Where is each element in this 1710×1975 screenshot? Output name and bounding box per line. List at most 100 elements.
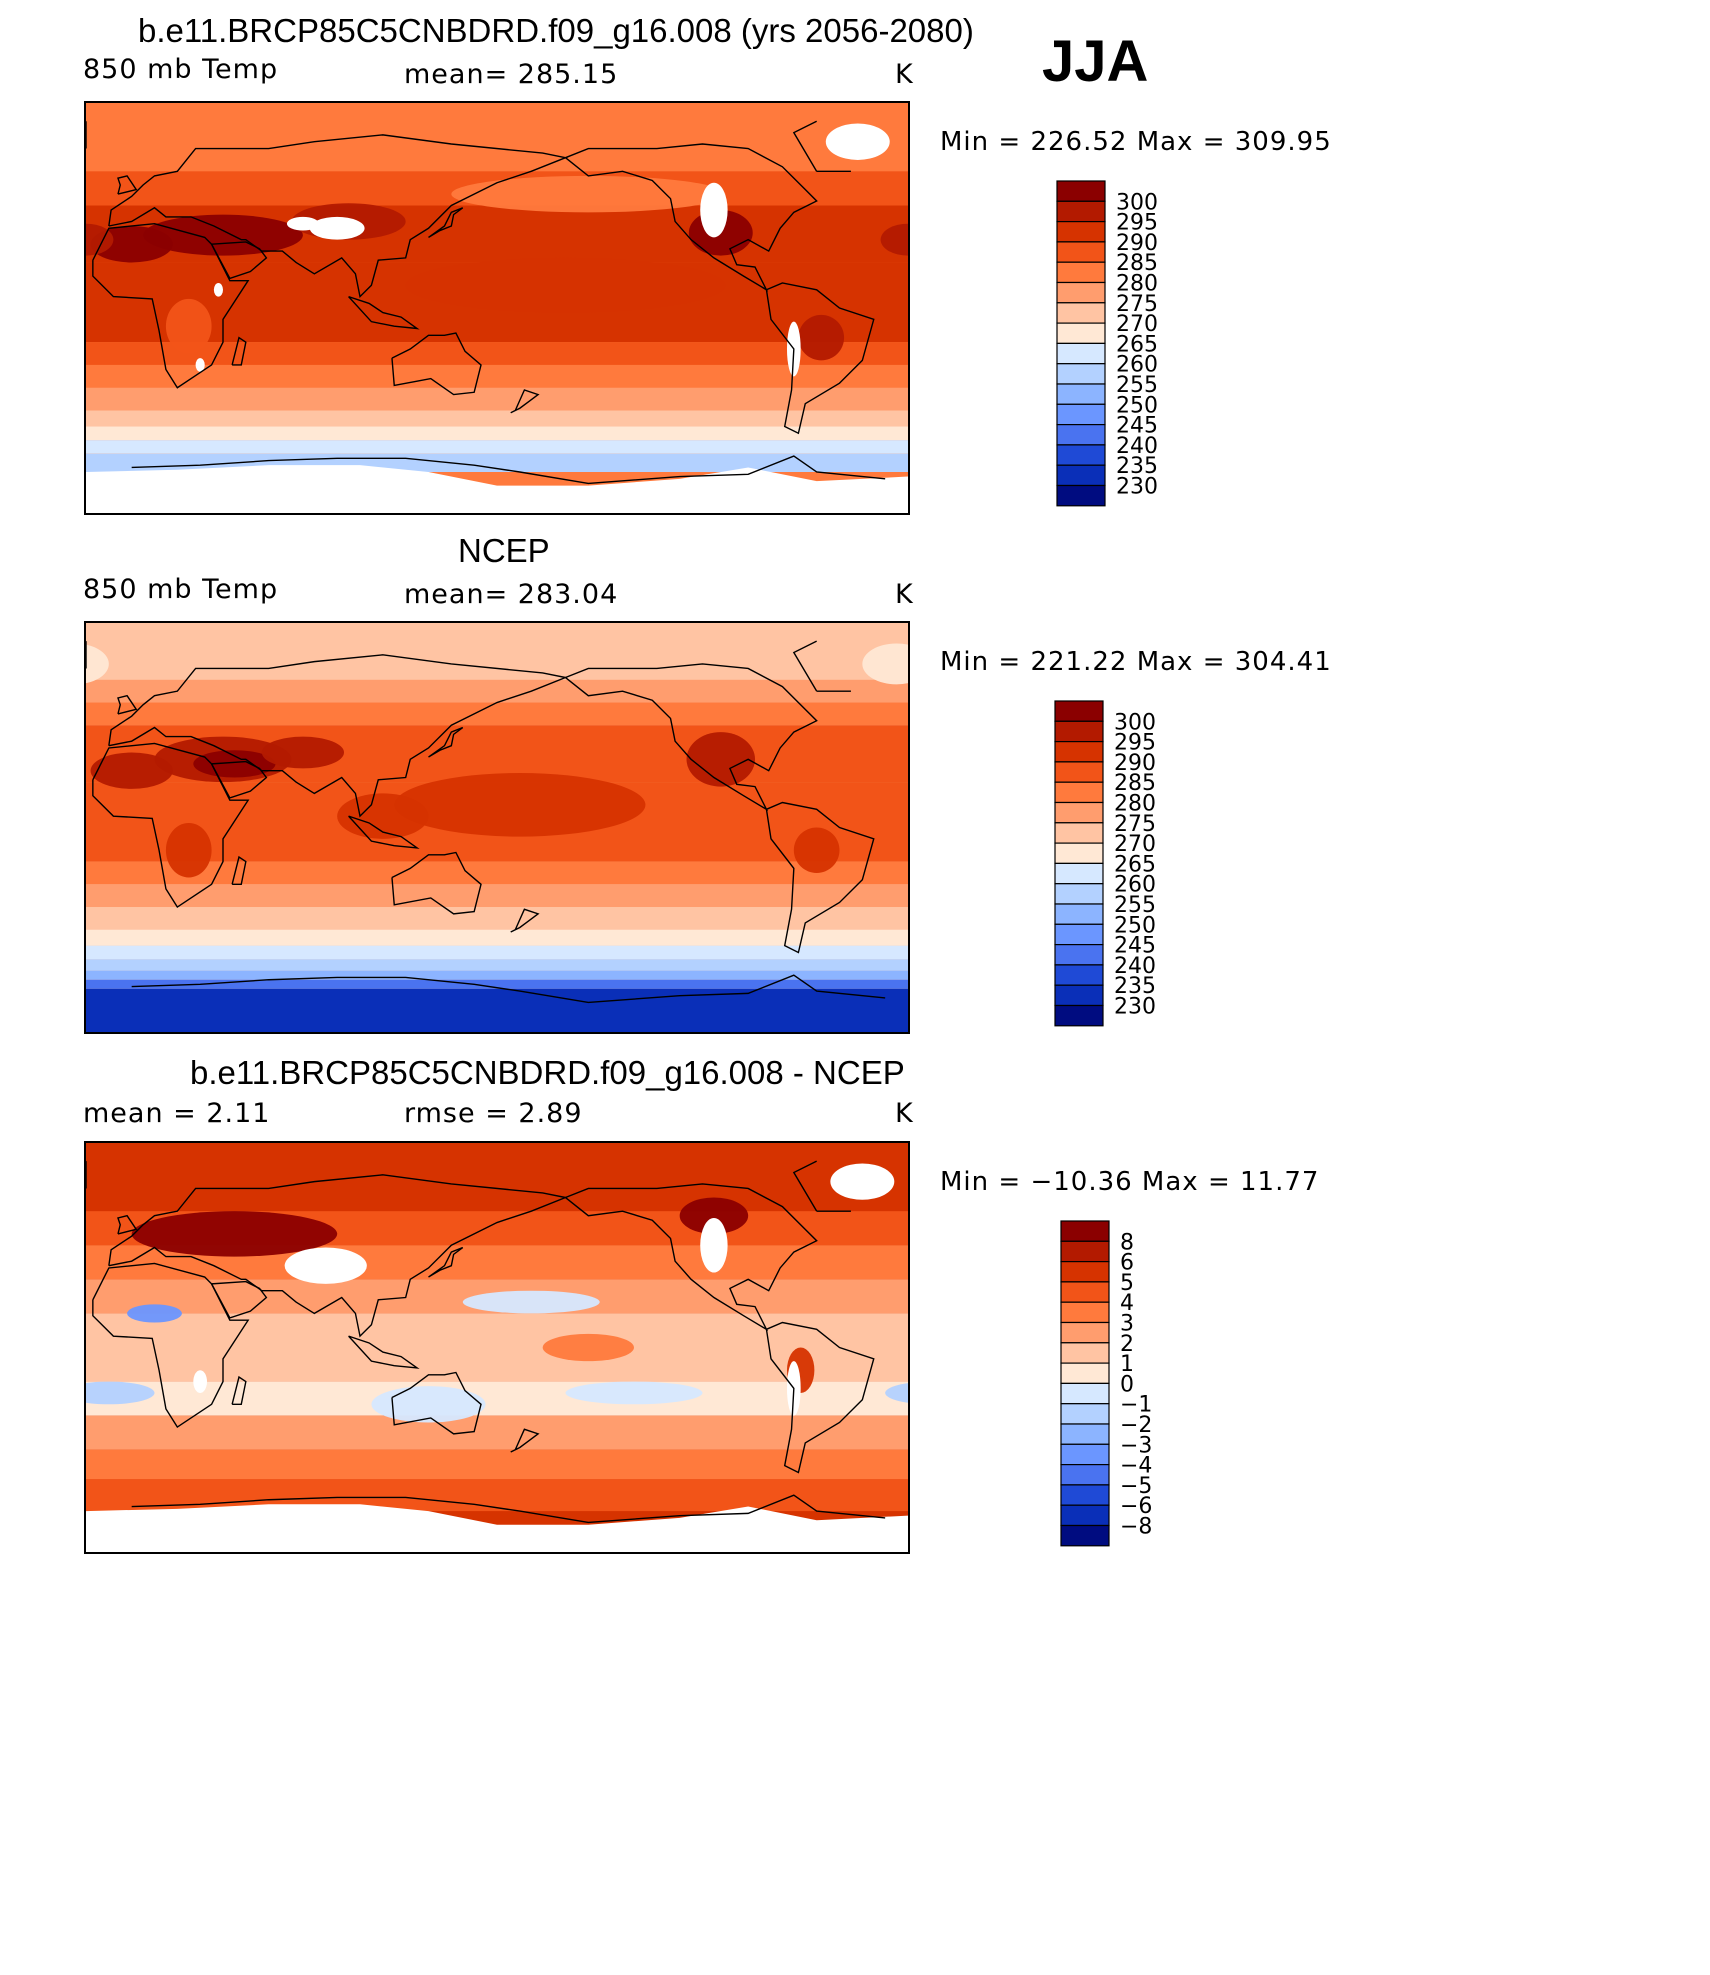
field-blob-7 bbox=[165, 298, 212, 354]
panel-3-units-label: K bbox=[895, 1098, 914, 1129]
colorbar-box-2 bbox=[1056, 220, 1106, 243]
colorbar-box-2 bbox=[1054, 740, 1104, 763]
colorbar-box-14 bbox=[1060, 1504, 1110, 1527]
field-blob-4 bbox=[90, 752, 173, 789]
panel-2-title: NCEP bbox=[458, 532, 550, 569]
field-band-0 bbox=[86, 1143, 908, 1212]
coastline-12 bbox=[231, 1375, 247, 1406]
colorbar-box-5 bbox=[1054, 801, 1104, 824]
missing-region-0 bbox=[284, 1247, 367, 1284]
panel-2-map bbox=[84, 621, 910, 1034]
colorbar-tick-label: 3 bbox=[1120, 1312, 1134, 1337]
colorbar-tick-label: 245 bbox=[1116, 414, 1158, 439]
panel-2-variable-label: 850 mb Temp bbox=[83, 574, 279, 605]
missing-region-1 bbox=[286, 216, 319, 231]
colorbar-box-4 bbox=[1060, 1301, 1110, 1324]
colorbar-tick-label: 235 bbox=[1116, 454, 1158, 479]
coastline-11 bbox=[117, 694, 138, 715]
coastline-2 bbox=[210, 241, 268, 280]
colorbar-box-11 bbox=[1060, 1443, 1110, 1466]
colorbar-tick-label: 270 bbox=[1114, 832, 1156, 857]
colorbar-tick-label: −1 bbox=[1120, 1393, 1152, 1418]
coastline-3 bbox=[391, 332, 482, 396]
colorbar-tick-label: −8 bbox=[1120, 1515, 1152, 1540]
coastline-10 bbox=[510, 1428, 540, 1453]
colorbar-box-10 bbox=[1056, 383, 1106, 405]
coastline-5 bbox=[765, 801, 875, 954]
field-band-0 bbox=[86, 623, 908, 680]
missing-regions bbox=[195, 123, 890, 377]
field-band-9 bbox=[86, 440, 908, 454]
coastline-9 bbox=[348, 815, 420, 849]
colorbar-tick-label: 275 bbox=[1114, 812, 1156, 837]
colorbar-tick-label: 300 bbox=[1114, 710, 1156, 735]
coastline-4 bbox=[565, 143, 818, 292]
field-band-7 bbox=[86, 1449, 908, 1480]
coastline-4 bbox=[565, 663, 818, 812]
missing-regions bbox=[193, 1163, 895, 1416]
missing-region-6 bbox=[195, 358, 205, 372]
coastline-2 bbox=[210, 760, 268, 799]
field-bands bbox=[86, 1143, 908, 1512]
colorbar-tick-label: 5 bbox=[1120, 1271, 1134, 1296]
colorbar-box-1 bbox=[1056, 200, 1106, 223]
colorbar-box-1 bbox=[1060, 1240, 1110, 1263]
field-blob-1 bbox=[193, 750, 276, 778]
colorbar-box-14 bbox=[1056, 464, 1106, 487]
colorbar-box-15 bbox=[1054, 1004, 1104, 1027]
colorbar-tick-label: −2 bbox=[1120, 1413, 1152, 1438]
coastline-8 bbox=[428, 726, 464, 758]
field-band-6 bbox=[86, 884, 908, 908]
panel-1-colorbar-svg: 3002952902852802752702652602552502452402… bbox=[1056, 180, 1158, 507]
panel-2-minmax: Min = 221.22 Max = 304.41 bbox=[940, 647, 1332, 677]
missing-region-2 bbox=[700, 182, 728, 238]
colorbar-box-14 bbox=[1054, 984, 1104, 1007]
colorbar-tick-label: 270 bbox=[1116, 312, 1158, 337]
colorbar-box-12 bbox=[1054, 944, 1104, 966]
colorbar-box-13 bbox=[1054, 964, 1104, 986]
colorbar-box-7 bbox=[1054, 842, 1104, 865]
colorbar-box-3 bbox=[1056, 241, 1106, 263]
coastline-2 bbox=[210, 1280, 268, 1319]
panel-3-title: b.e11.BRCP85C5CNBDRD.f09_g16.008 - NCEP bbox=[190, 1054, 905, 1091]
panel-3-map bbox=[84, 1141, 910, 1554]
colorbar-box-8 bbox=[1054, 862, 1104, 885]
colorbar-tick-label: 230 bbox=[1114, 995, 1156, 1020]
colorbar-tick-label: −4 bbox=[1120, 1454, 1152, 1479]
coastline-0 bbox=[92, 742, 250, 909]
colorbar-tick-label: 290 bbox=[1114, 751, 1156, 776]
coastlines bbox=[86, 120, 886, 485]
colorbar-tick-label: 255 bbox=[1114, 893, 1156, 918]
colorbar-tick-label: 295 bbox=[1114, 731, 1156, 756]
colorbar-tick-label: 285 bbox=[1116, 251, 1158, 276]
colorbar-box-0 bbox=[1054, 700, 1104, 722]
colorbar-tick-label: −5 bbox=[1120, 1474, 1152, 1499]
colorbar-box-6 bbox=[1054, 822, 1104, 844]
missing-region-3 bbox=[830, 1163, 895, 1200]
colorbar-box-9 bbox=[1060, 1403, 1110, 1425]
coastline-12 bbox=[231, 336, 247, 366]
field-blob-3 bbox=[462, 1290, 600, 1314]
field-band-8 bbox=[86, 426, 908, 441]
colorbar-tick-label: 4 bbox=[1120, 1291, 1134, 1316]
colorbar-tick-label: 250 bbox=[1114, 913, 1156, 938]
panel-3-colorbar: 8 6 5 4 3 2 1 0 −1 −2 −3 −4 −5 −6 −8 bbox=[1060, 1220, 1180, 1547]
field-blob-1 bbox=[679, 1197, 749, 1234]
colorbar-tick-label: 290 bbox=[1116, 231, 1158, 256]
field-band-7 bbox=[86, 907, 908, 930]
panel-2-units-label: K bbox=[895, 579, 914, 610]
field-blob-2 bbox=[261, 736, 345, 769]
colorbar-box-7 bbox=[1056, 322, 1106, 345]
panel-3-minmax: Min = −10.36 Max = 11.77 bbox=[940, 1167, 1320, 1197]
colorbar-box-0 bbox=[1060, 1220, 1110, 1242]
coastline-8 bbox=[428, 207, 464, 238]
colorbar-tick-label: 6 bbox=[1120, 1251, 1134, 1276]
colorbar-tick-label: 285 bbox=[1114, 771, 1156, 796]
coastline-1 bbox=[108, 1174, 568, 1338]
field-band-7 bbox=[86, 410, 908, 427]
field-band-10 bbox=[86, 959, 908, 971]
colorbar-box-10 bbox=[1054, 903, 1104, 925]
colorbar-box-12 bbox=[1056, 424, 1106, 446]
coastline-5 bbox=[765, 282, 875, 435]
